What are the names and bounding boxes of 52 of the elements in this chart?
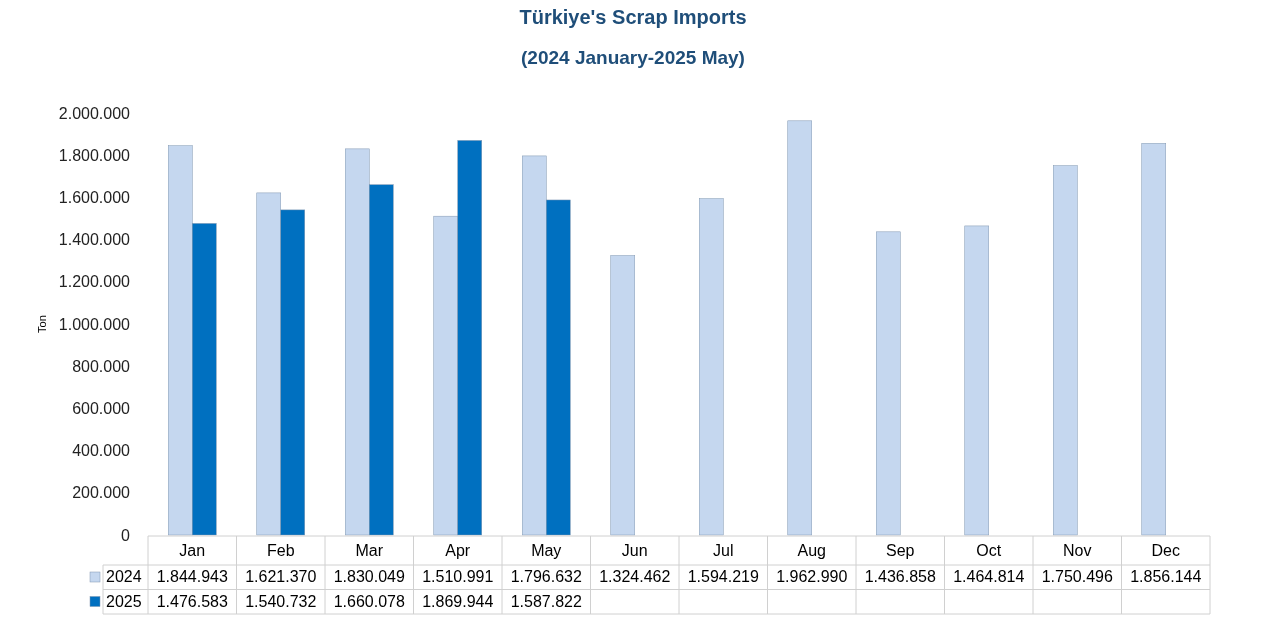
x-tick-label: Jul: [713, 542, 734, 559]
bar: [964, 225, 989, 536]
y-tick-label: 200.000: [72, 484, 131, 502]
data-label: 1.856.144: [1130, 568, 1202, 585]
legend-label: 2024: [106, 568, 142, 585]
y-tick-label: 1.000.000: [58, 315, 131, 333]
bar: [787, 120, 812, 536]
chart-title: Türkiye's Scrap Imports: [519, 6, 747, 28]
y-tick-label: 400.000: [72, 442, 131, 460]
data-label: 1.869.944: [422, 592, 494, 610]
x-tick-label: Aug: [797, 542, 826, 559]
data-label: 1.962.990: [776, 568, 848, 585]
bar: [1053, 165, 1078, 536]
y-tick-label: 800.000: [72, 357, 131, 375]
bar: [1141, 143, 1166, 536]
x-tick-label: Nov: [1063, 542, 1092, 559]
data-label: 1.587.822: [510, 592, 582, 610]
x-tick-label: Apr: [445, 542, 471, 559]
data-label: 1.660.078: [333, 592, 405, 610]
data-label: 1.830.049: [333, 568, 405, 585]
y-tick-label: 0: [121, 526, 131, 544]
legend-label: 2025: [106, 592, 142, 610]
x-tick-label: Feb: [266, 542, 295, 559]
y-tick-label: 2.000.000: [58, 104, 131, 122]
data-label: 1.510.991: [422, 568, 494, 585]
y-tick-label: 1.200.000: [58, 273, 131, 291]
y-tick-label: 1.400.000: [58, 231, 131, 249]
x-tick-label: Oct: [976, 542, 1002, 559]
data-label: 1.436.858: [864, 568, 936, 585]
x-tick-label: Jun: [621, 542, 648, 559]
data-label: 1.594.219: [687, 568, 759, 585]
bar: [610, 255, 635, 536]
x-tick-label: May: [531, 542, 562, 559]
bar: [876, 231, 901, 536]
x-tick-label: Dec: [1151, 542, 1180, 559]
data-label: 1.540.732: [245, 592, 317, 610]
x-tick-label: Jan: [179, 542, 206, 559]
y-tick-label: 600.000: [72, 400, 131, 417]
data-label: 1.750.496: [1041, 568, 1113, 585]
data-label: 1.796.632: [510, 568, 582, 585]
data-label: 1.621.370: [245, 568, 317, 585]
bar: [699, 198, 724, 536]
y-tick-label: 1.800.000: [58, 146, 131, 164]
x-tick-label: Sep: [886, 542, 915, 559]
data-label: 1.476.583: [156, 592, 228, 610]
y-axis-title: Ton: [36, 315, 48, 333]
data-label: 1.844.943: [156, 568, 228, 585]
chart-subtitle: (2024 January-2025 May): [521, 47, 745, 68]
y-tick-label: 1.600.000: [58, 189, 131, 206]
x-tick-label: Mar: [355, 542, 384, 559]
data-label: 1.464.814: [953, 568, 1025, 585]
data-label: 1.324.462: [599, 568, 671, 585]
